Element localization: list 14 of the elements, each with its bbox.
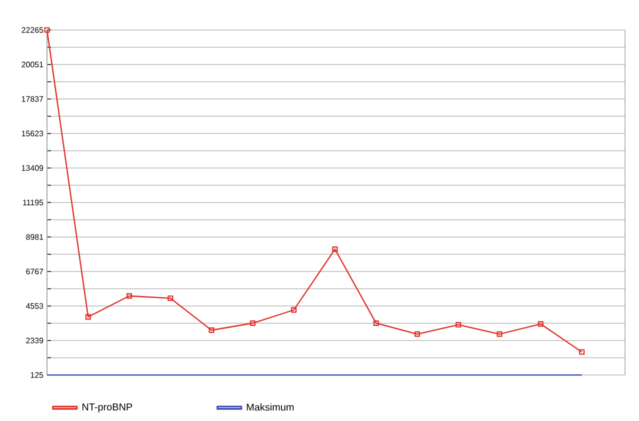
point (373, 320, 379, 326)
point (538, 321, 544, 327)
point (85, 314, 91, 320)
point (456, 322, 462, 328)
point (291, 307, 297, 313)
point (126, 293, 132, 299)
point (332, 246, 338, 252)
point (250, 320, 256, 326)
point (414, 331, 420, 337)
point (208, 327, 214, 333)
point (496, 331, 502, 337)
point (168, 295, 174, 302)
legend-label: Maksimum (246, 403, 294, 411)
legend-label: NT-proBNP (82, 404, 132, 412)
